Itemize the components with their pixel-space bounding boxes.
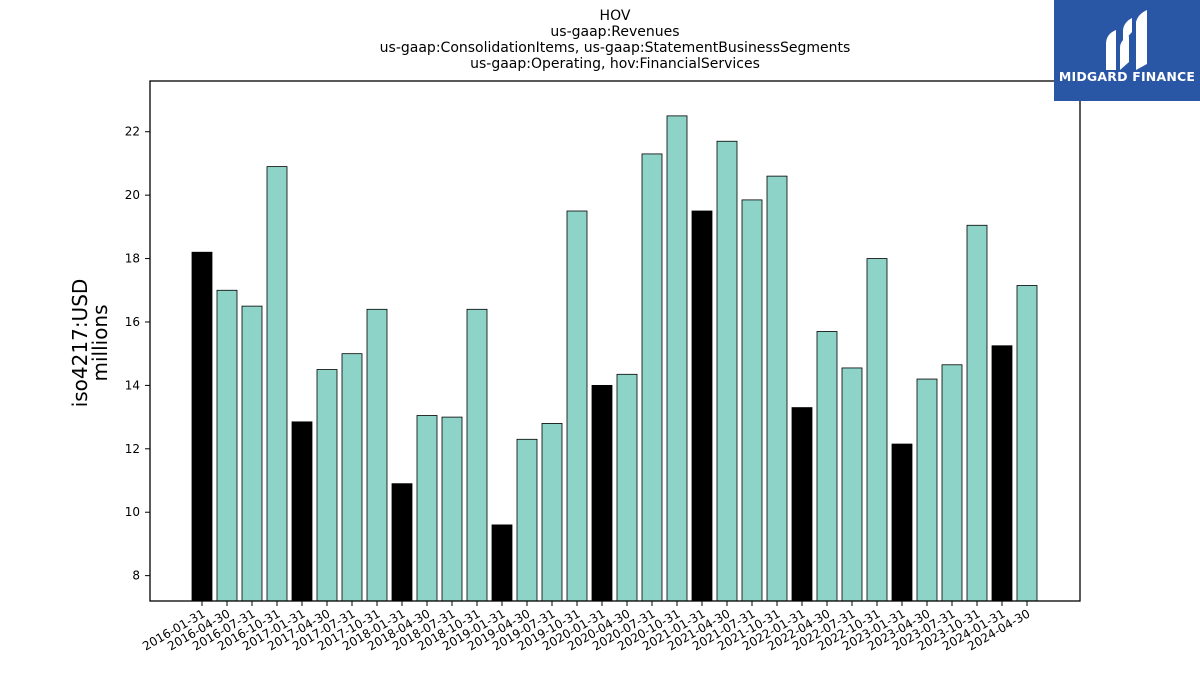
bar <box>766 175 788 602</box>
bar <box>541 423 563 602</box>
bar <box>416 415 438 602</box>
bar <box>266 166 288 602</box>
y-tick-label: 10 <box>125 505 140 519</box>
bar <box>191 251 213 602</box>
bar <box>466 308 488 602</box>
chart-title-line-2: us-gaap:Revenues <box>550 24 679 40</box>
brand-name: MIDGARD FINANCE <box>1059 69 1195 84</box>
bar <box>216 289 238 602</box>
bar <box>691 210 713 602</box>
bar <box>716 140 738 602</box>
chart-title-line-3: us-gaap:ConsolidationItems, us-gaap:Stat… <box>380 40 851 56</box>
bar <box>1016 285 1038 602</box>
bar <box>891 443 913 602</box>
bar <box>491 524 513 602</box>
plot-frame <box>149 80 1081 602</box>
chart-title: HOV us-gaap:Revenues us-gaap:Consolidati… <box>380 8 851 72</box>
y-tick-label: 18 <box>125 252 140 266</box>
bar <box>941 364 963 602</box>
bar <box>816 331 838 602</box>
bar <box>591 384 613 602</box>
brand-logo: MIDGARD FINANCE <box>1054 0 1200 101</box>
bar <box>866 258 888 602</box>
bar <box>391 483 413 602</box>
y-tick-label: 8 <box>132 569 140 583</box>
bar <box>341 353 363 602</box>
bar <box>441 416 463 602</box>
y-axis: 8 10 12 14 16 18 20 22 <box>125 125 150 583</box>
bar <box>616 373 638 602</box>
bar <box>516 438 538 602</box>
bar <box>966 224 988 602</box>
bar-series <box>191 115 1038 602</box>
y-axis-label-line-2: millions <box>88 304 112 381</box>
chart-title-line-4: us-gaap:Operating, hov:FinancialServices <box>470 56 760 72</box>
midgard-logo-mark-icon <box>1106 10 1147 70</box>
bar <box>666 115 688 602</box>
bar <box>566 210 588 602</box>
bar <box>316 369 338 602</box>
y-tick-label: 12 <box>125 442 140 456</box>
y-tick-label: 20 <box>125 188 140 202</box>
y-axis-label-line-1: iso4217:USD <box>68 279 92 408</box>
chart-title-line-1: HOV <box>600 8 631 24</box>
bar <box>641 153 663 602</box>
bar <box>741 199 763 602</box>
bar <box>241 305 263 602</box>
y-axis-label: iso4217:USD millions <box>68 279 112 408</box>
bar <box>916 378 938 602</box>
x-axis: 2016-01-312016-04-302016-07-312016-10-31… <box>140 601 1033 653</box>
y-tick-label: 14 <box>125 378 140 392</box>
bar <box>841 367 863 602</box>
bar <box>366 308 388 602</box>
bar <box>791 407 813 602</box>
y-tick-label: 22 <box>125 125 140 139</box>
y-tick-label: 16 <box>125 315 140 329</box>
bar <box>291 421 313 602</box>
bar <box>991 345 1013 602</box>
